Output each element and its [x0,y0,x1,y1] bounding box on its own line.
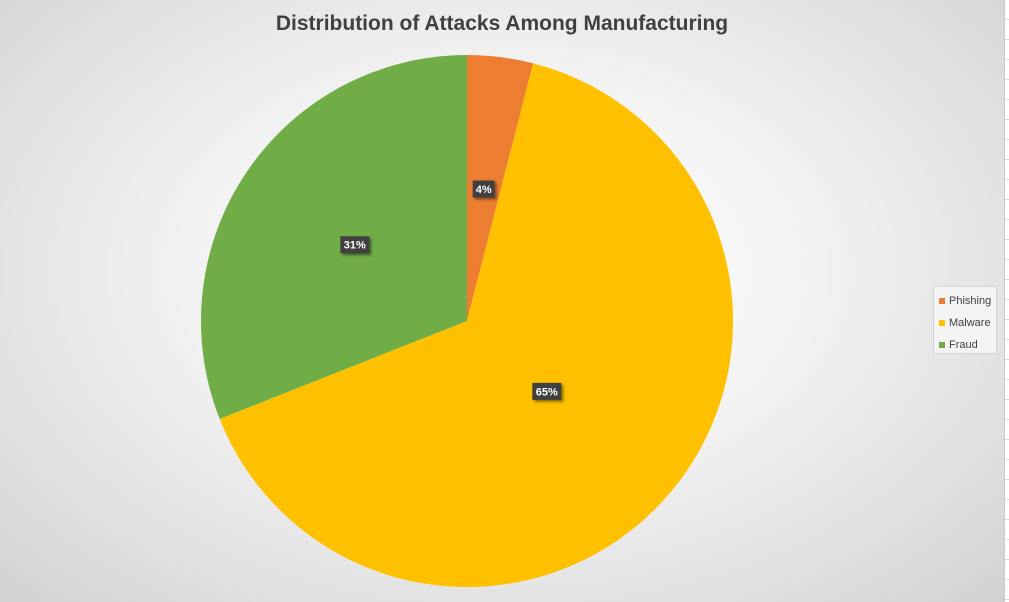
data-label-phishing: 4% [472,180,495,198]
legend-swatch-fraud [939,342,945,348]
data-label-text: 65% [536,386,558,398]
data-label-malware: 65% [532,382,562,400]
data-label-box [532,382,562,400]
legend-label-phishing: Phishing [949,295,992,307]
right-edge-strip [1004,0,1009,602]
pie-slice-phishing [467,55,534,321]
data-label-fraud: 31% [340,236,370,254]
legend-label-malware: Malware [949,317,991,329]
data-label-text: 4% [476,184,492,196]
data-label-box [340,236,370,254]
data-label-text: 31% [344,240,366,252]
legend-item-malware: Malware [939,312,996,334]
pie-slice-fraud [200,55,467,419]
chart-title: Distribution of Attacks Among Manufactur… [275,12,729,35]
pie-slice-malware [219,63,733,588]
legend-item-phishing: Phishing [939,290,996,312]
legend-item-fraud: Fraud [939,334,996,356]
legend-swatch-phishing [939,298,945,304]
legend-label-fraud: Fraud [949,339,978,351]
legend: Phishing Malware Fraud [933,286,997,354]
legend-swatch-malware [939,320,945,326]
data-label-box [472,180,495,198]
